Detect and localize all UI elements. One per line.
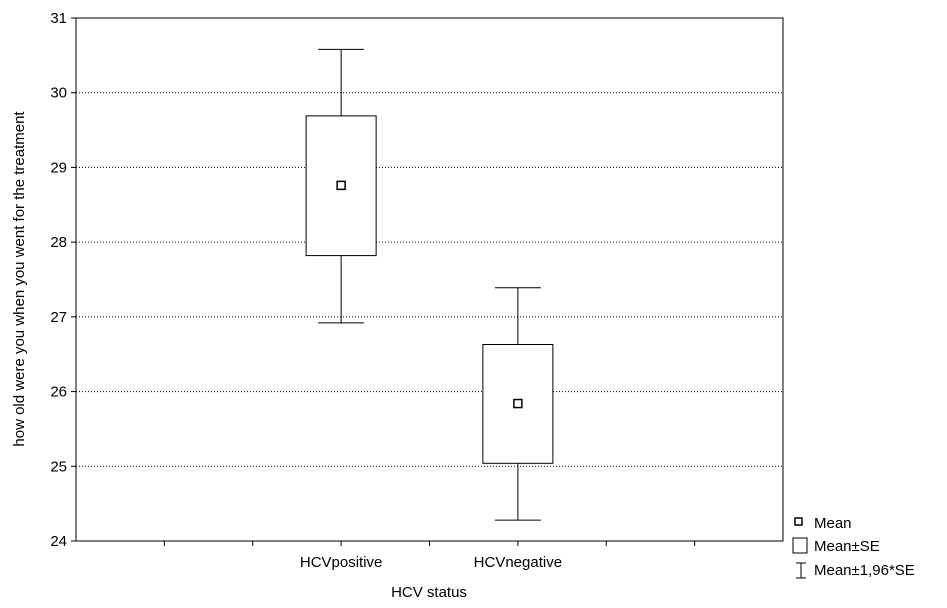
- y-tick-label-7: 31: [50, 10, 67, 27]
- x-axis: HCVpositive HCVnegative: [163, 541, 696, 571]
- box-group-1: [482, 287, 554, 521]
- y-tick-label-3: 27: [50, 309, 67, 326]
- legend-ci-label: Mean±1,96*SE: [814, 562, 915, 579]
- y-axis: 24 25 26 27 28 29 30 31: [50, 10, 76, 550]
- legend-mean-icon: [794, 517, 803, 526]
- legend: Mean Mean±SE Mean±1,96*SE: [792, 515, 915, 579]
- mean-point-0: [336, 180, 346, 191]
- legend-se-icon: [792, 537, 808, 554]
- legend-se-label: Mean±SE: [814, 538, 880, 555]
- y-tick-label-2: 26: [50, 384, 67, 401]
- plot-frame: [75, 17, 784, 542]
- y-tick-label-0: 24: [50, 533, 67, 550]
- y-tick-label-6: 30: [50, 85, 67, 102]
- x-tick-label-1: HCVnegative: [474, 554, 562, 571]
- x-axis-label: HCV status: [391, 584, 467, 601]
- y-tick-label-4: 28: [50, 234, 67, 251]
- y-axis-label: how old were you when you went for the t…: [11, 111, 28, 447]
- grid: [76, 92, 783, 467]
- x-tick-label-0: HCVpositive: [300, 554, 383, 571]
- legend-mean-label: Mean: [814, 515, 852, 532]
- box-marks: [305, 48, 554, 521]
- y-tick-label-1: 25: [50, 458, 67, 475]
- box-group-0: [305, 48, 377, 324]
- mean-point-1: [513, 398, 523, 409]
- y-tick-label-5: 29: [50, 159, 67, 176]
- legend-ci-icon: [796, 562, 806, 579]
